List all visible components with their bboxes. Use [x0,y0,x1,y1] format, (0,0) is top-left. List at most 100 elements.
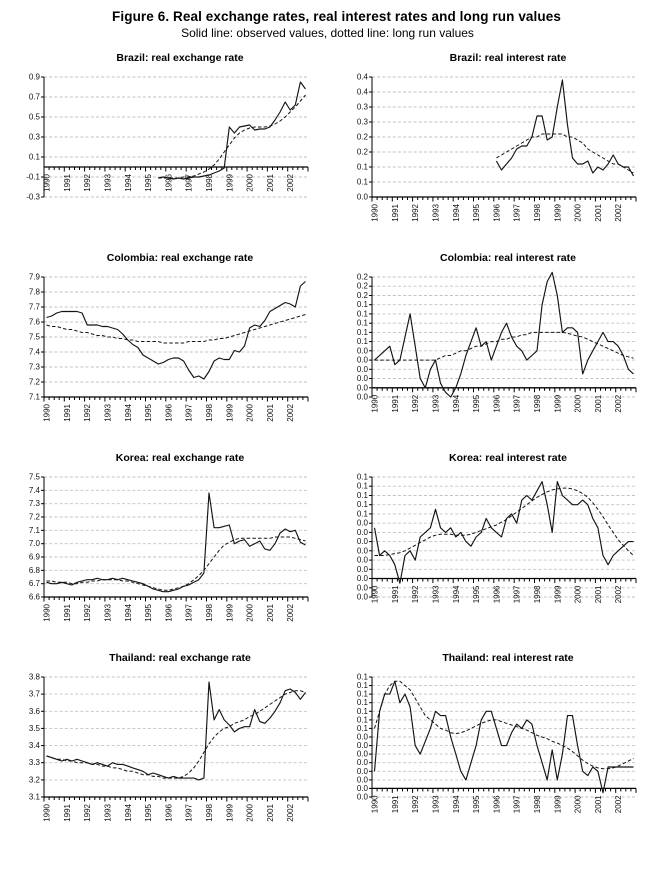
svg-text:0.0: 0.0 [357,583,369,592]
svg-text:1995: 1995 [144,173,153,191]
svg-text:1995: 1995 [472,795,481,813]
svg-text:0.1: 0.1 [357,715,369,724]
chart-brazil-real-interest-rate: Brazil: real interest rate 0.4 0.4 0.3 0.3 0… [334,52,652,235]
chart-title: Korea: real exchange rate [115,452,245,464]
svg-text:0.1: 0.1 [357,491,369,500]
svg-text:1990: 1990 [371,795,380,813]
svg-text:0.1: 0.1 [357,328,369,337]
svg-text:0.9: 0.9 [29,73,41,82]
svg-text:2002: 2002 [286,173,295,191]
svg-text:2002: 2002 [614,795,623,813]
svg-text:3.8: 3.8 [29,673,41,682]
chart-title: Colombia: real interest rate [440,252,576,264]
svg-text:1993: 1993 [432,394,441,412]
svg-text:1996: 1996 [492,585,501,603]
plot-canvas: 0.10.10.10.10.10.00.00.00.00.00.00.00.00… [357,473,637,603]
svg-text:1997: 1997 [513,795,522,813]
svg-text:0.1: 0.1 [357,300,369,309]
svg-text:0.1: 0.1 [357,178,369,187]
chart-colombia-real-exchange-rate: Colombia: real exchange rate 7.9 7.8 7.7 7.… [6,252,324,435]
svg-text:0.1: 0.1 [357,337,369,346]
svg-text:1990: 1990 [43,403,52,421]
svg-text:1996: 1996 [492,203,501,221]
chart-korea-real-exchange-rate: Korea: real exchange rate 7.5 7.4 7.3 7.2 7.… [6,452,324,635]
svg-text:3.1: 3.1 [29,793,41,802]
svg-text:1998: 1998 [533,203,542,221]
svg-text:7.8: 7.8 [29,288,41,297]
svg-text:0.2: 0.2 [357,282,369,291]
svg-text:1999: 1999 [225,173,234,191]
chart-thailand-real-interest-rate: Thailand: real interest rate 0.1 0.1 0.1 0.… [334,652,652,835]
svg-text:0.0: 0.0 [357,767,369,776]
svg-text:0.0: 0.0 [357,784,369,793]
svg-text:3.7: 3.7 [29,690,41,699]
svg-text:0.7: 0.7 [29,93,41,102]
svg-text:3.4: 3.4 [29,741,41,750]
svg-text:0.1: 0.1 [357,698,369,707]
svg-text:0.4: 0.4 [357,88,369,97]
svg-text:0.1: 0.1 [357,473,369,482]
svg-text:0.2: 0.2 [357,273,369,282]
figure-subtitle: Solid line: observed values, dotted line… [181,26,474,40]
svg-text:7.0: 7.0 [29,539,41,548]
svg-text:3.3: 3.3 [29,758,41,767]
svg-text:0.0: 0.0 [357,593,369,602]
svg-text:1991: 1991 [63,173,72,191]
svg-text:1991: 1991 [391,394,400,412]
svg-text:0.0: 0.0 [357,537,369,546]
chart-title: Brazil: real interest rate [449,52,567,64]
svg-text:2000: 2000 [574,585,583,603]
svg-text:1996: 1996 [492,394,501,412]
svg-text:1995: 1995 [472,203,481,221]
svg-text:6.8: 6.8 [29,566,41,575]
svg-text:1999: 1999 [553,795,562,813]
svg-text:1998: 1998 [205,603,214,621]
svg-text:1991: 1991 [63,803,72,821]
svg-text:-0.3: -0.3 [26,193,40,202]
chart-title: Thailand: real interest rate [442,652,574,664]
svg-text:1997: 1997 [185,173,194,191]
svg-text:7.1: 7.1 [29,393,41,402]
svg-text:0.1: 0.1 [357,681,369,690]
svg-text:1995: 1995 [144,803,153,821]
svg-text:0.2: 0.2 [357,148,369,157]
svg-text:2001: 2001 [266,603,275,621]
svg-text:0.0: 0.0 [357,574,369,583]
svg-text:1997: 1997 [513,203,522,221]
svg-text:7.3: 7.3 [29,363,41,372]
svg-text:1999: 1999 [225,803,234,821]
svg-text:2000: 2000 [246,603,255,621]
svg-text:3.2: 3.2 [29,775,41,784]
svg-text:0.0: 0.0 [357,383,369,392]
svg-text:2000: 2000 [574,394,583,412]
svg-text:1993: 1993 [104,603,113,621]
svg-text:1998: 1998 [533,795,542,813]
svg-text:2000: 2000 [246,403,255,421]
svg-text:7.4: 7.4 [29,486,41,495]
svg-text:0.1: 0.1 [357,690,369,699]
svg-text:0.0: 0.0 [357,775,369,784]
svg-text:7.2: 7.2 [29,513,41,522]
svg-text:0.2: 0.2 [357,133,369,142]
svg-text:7.5: 7.5 [29,473,41,482]
svg-text:0.1: 0.1 [357,509,369,518]
svg-text:0.0: 0.0 [357,758,369,767]
svg-text:0.1: 0.1 [357,309,369,318]
svg-text:7.9: 7.9 [29,273,41,282]
svg-text:1994: 1994 [124,173,133,191]
svg-text:2000: 2000 [246,803,255,821]
svg-text:0.0: 0.0 [357,365,369,374]
svg-text:1991: 1991 [391,203,400,221]
svg-text:0.0: 0.0 [357,793,369,802]
svg-text:0.1: 0.1 [357,163,369,172]
svg-text:1994: 1994 [452,585,461,603]
svg-text:0.1: 0.1 [357,673,369,682]
svg-text:0.1: 0.1 [357,500,369,509]
svg-text:1991: 1991 [391,585,400,603]
svg-text:6.6: 6.6 [29,593,41,602]
svg-text:0.2: 0.2 [357,291,369,300]
chart-thailand-real-exchange-rate: Thailand: real exchange rate 3.8 3.7 3.6 3.… [6,652,324,835]
svg-text:1999: 1999 [225,603,234,621]
